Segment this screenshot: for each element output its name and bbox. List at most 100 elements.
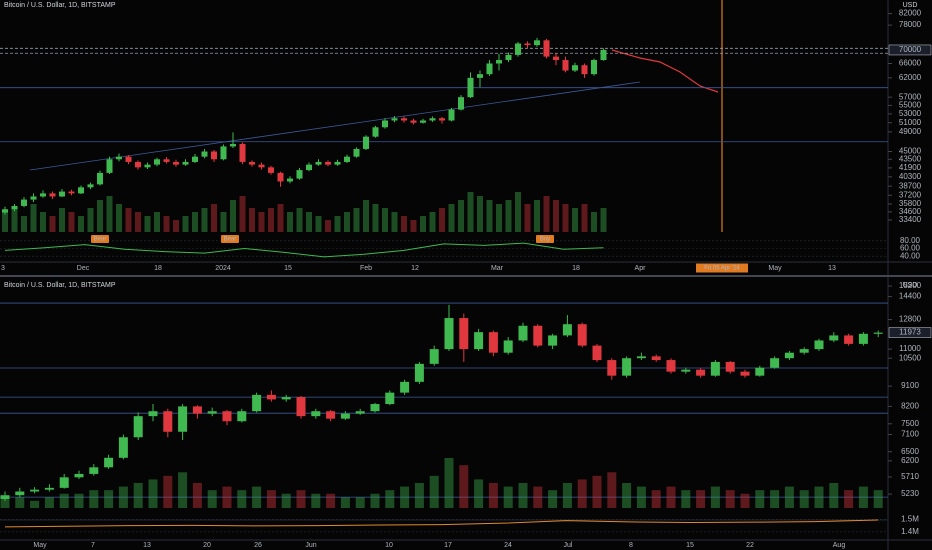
candle-body	[148, 411, 158, 417]
candle-body	[439, 118, 445, 121]
candle-body	[220, 146, 227, 160]
date-badge-label: Fri 05 Apr '24	[704, 266, 740, 272]
candle-body	[355, 411, 365, 414]
candle-body	[281, 397, 291, 400]
candle-body	[30, 489, 40, 492]
volume-bar	[873, 490, 883, 508]
volume-bar	[562, 204, 569, 232]
volume-bar	[372, 204, 379, 232]
candle-body	[154, 159, 160, 165]
candle-body	[770, 358, 780, 368]
candle-body	[844, 335, 854, 344]
volume-bar	[135, 212, 141, 232]
volume-bar	[148, 479, 158, 508]
candle-body	[370, 404, 380, 412]
y-tick-label: 10500	[899, 353, 922, 362]
y-tick-label: 14400	[899, 292, 922, 301]
volume-bar	[401, 216, 407, 232]
x-tick-label: May	[768, 265, 782, 272]
volume-bar	[239, 196, 246, 232]
y-tick-label: 41900	[899, 163, 922, 172]
volume-bar	[543, 196, 550, 232]
volume-bar	[326, 493, 336, 508]
volume-bar	[622, 483, 632, 508]
volume-bar	[385, 490, 395, 508]
candle-body	[334, 161, 341, 165]
volume-bar	[515, 192, 521, 232]
volume-bar	[222, 486, 232, 508]
candle-body	[458, 97, 464, 110]
volume-bar	[591, 212, 597, 232]
volume-bar	[391, 212, 398, 232]
candle-body	[192, 406, 202, 414]
candle-body	[385, 392, 395, 405]
candle-body	[104, 457, 114, 468]
candle-body	[553, 56, 559, 61]
candle-body	[44, 487, 54, 490]
volume-bar	[370, 493, 380, 508]
volume-bar	[740, 493, 750, 508]
y-tick-label: 53000	[899, 109, 922, 118]
volume-bar	[420, 216, 426, 232]
volume-bar	[553, 200, 559, 232]
candle-body	[118, 437, 128, 458]
y-tick-label: 43500	[899, 154, 922, 163]
candle-body	[15, 491, 25, 496]
candle-body	[163, 411, 173, 432]
volume-bar	[192, 483, 202, 508]
candle-body	[266, 394, 276, 400]
candle-body	[581, 65, 588, 75]
candle-body	[486, 63, 493, 75]
volume-bar	[666, 486, 676, 508]
candle-body	[496, 60, 502, 64]
x-tick-label: 26	[254, 542, 262, 549]
candle-body	[97, 172, 103, 185]
volume-bar	[334, 216, 341, 232]
volume-bar	[87, 208, 94, 232]
candle-body	[192, 156, 198, 162]
x-tick-label: 15	[284, 265, 292, 272]
candle-body	[68, 191, 75, 194]
candle-body	[237, 411, 247, 422]
volume-bar	[486, 200, 493, 232]
volume-bar	[296, 208, 303, 232]
candle-body	[11, 205, 18, 210]
volume-bar	[315, 216, 322, 232]
volume-bar	[410, 220, 417, 232]
y-tick-label: 12800	[899, 315, 922, 324]
signal-label: Buy	[540, 237, 550, 243]
y-tick-label: 5710	[901, 472, 919, 481]
candle-body	[467, 77, 474, 98]
indicator-tick-label: 1.4M	[901, 527, 919, 536]
y-tick-label: 55000	[899, 100, 922, 109]
candle-body	[306, 164, 312, 171]
x-tick-label: 24	[504, 542, 512, 549]
volume-bar	[154, 212, 160, 232]
x-tick-label: Dec	[77, 265, 90, 272]
candle-body	[429, 118, 436, 121]
volume-bar	[30, 500, 40, 508]
candle-body	[651, 356, 661, 361]
volume-bar	[268, 208, 274, 232]
volume-bar	[524, 204, 531, 232]
candle-body	[116, 156, 122, 160]
candle-body	[207, 411, 217, 414]
volume-bar	[220, 212, 227, 232]
candle-body	[249, 161, 255, 165]
candle-body	[239, 143, 246, 162]
indicator-line	[4, 519, 879, 528]
x-tick-label: 18	[572, 265, 580, 272]
candle-body	[326, 411, 336, 419]
volume-bar	[467, 192, 474, 232]
volume-bar	[681, 490, 691, 508]
x-tick-label: 17	[444, 542, 452, 549]
volume-bar	[277, 204, 284, 232]
candle-body	[459, 318, 469, 350]
candle-body	[534, 40, 540, 46]
y-tick-label: 51000	[899, 118, 922, 127]
candle-body	[710, 361, 720, 376]
volume-bar	[68, 212, 75, 232]
candle-body	[548, 335, 558, 346]
